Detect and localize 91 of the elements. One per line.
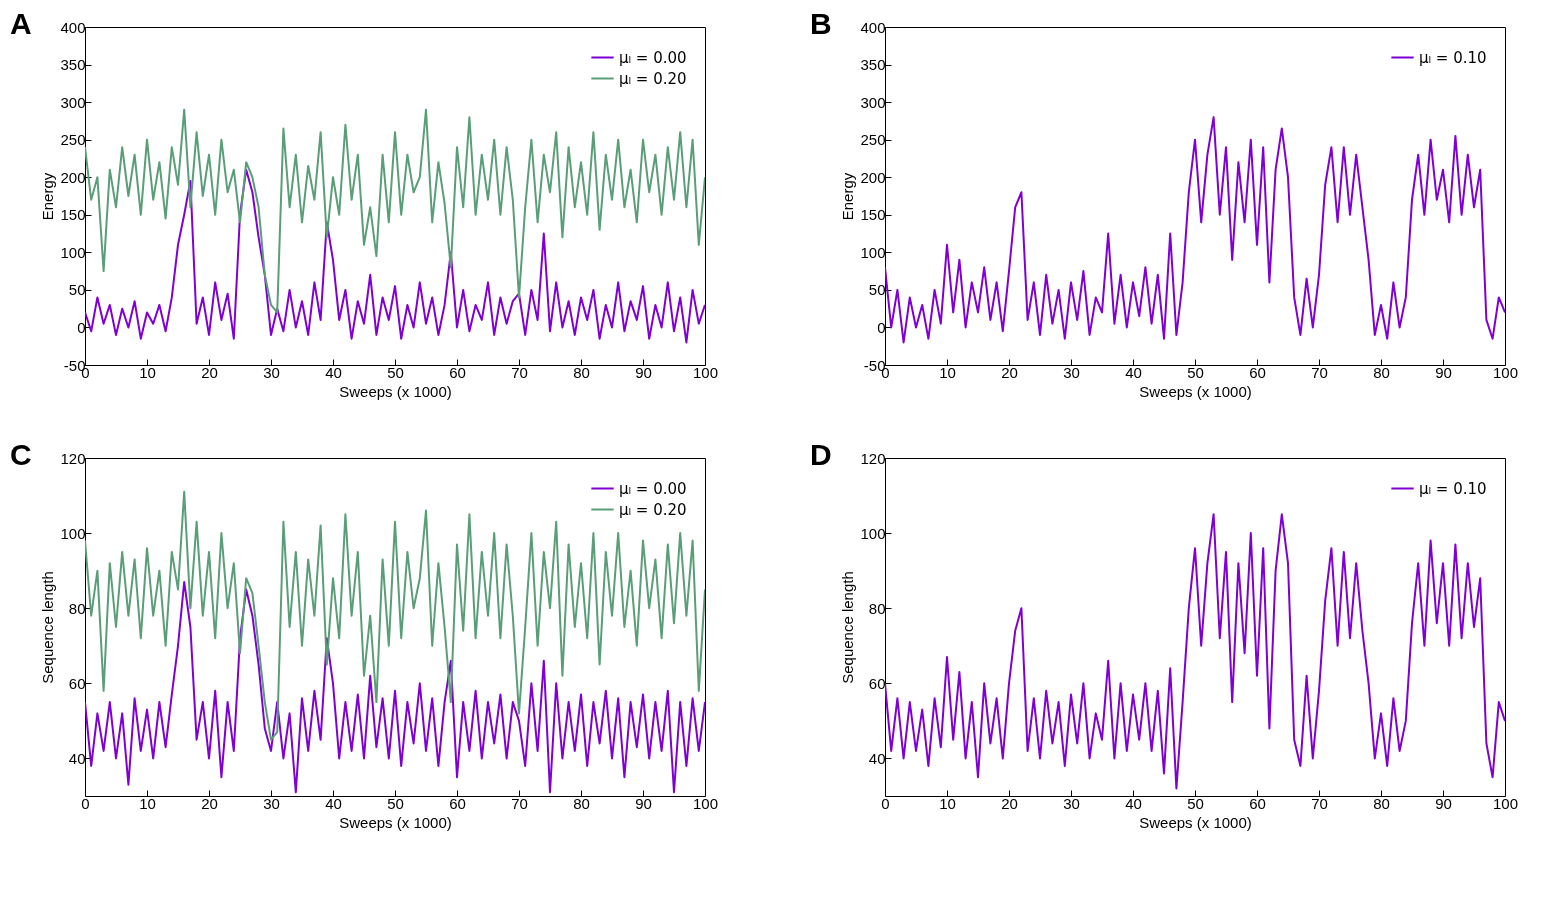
y-tick-label: 120 [860,449,886,467]
y-tick-label: 40 [868,749,886,767]
x-tick-label: 50 [387,363,404,381]
x-tick-label: 80 [573,363,590,381]
y-tick-label: 0 [877,318,886,336]
y-tick-label: 100 [860,524,886,542]
x-tick-label: 20 [1001,363,1018,381]
chart-title: A [10,7,32,40]
y-tick-label: 350 [860,56,886,74]
y-axis-title: Energy [839,172,857,221]
x-tick-label: 30 [263,794,280,812]
y-tick-label: 250 [860,131,886,149]
line-series [85,580,705,794]
line-series [885,513,1505,790]
x-tick-label: 70 [1311,363,1328,381]
x-tick-label: 10 [139,794,156,812]
x-axis-title: Sweeps (x 1000) [339,382,452,400]
y-tick-label: 100 [60,524,86,542]
y-tick-label: 40 [68,749,86,767]
x-tick-label: 80 [573,794,590,812]
x-tick-label: 80 [1373,363,1390,381]
y-tick-label: 250 [60,131,86,149]
y-tick-label: 60 [68,674,86,692]
x-tick-label: 40 [325,794,342,812]
y-tick-label: 100 [860,243,886,261]
y-tick-label: 400 [60,18,86,36]
chart-title: D [810,438,832,471]
x-tick-label: 40 [325,363,342,381]
chart-title: B [810,7,832,40]
y-tick-label: 60 [868,674,886,692]
legend-label: μₗ = 0.00 [619,479,687,498]
x-tick-label: 10 [939,363,956,381]
x-tick-label: 80 [1373,794,1390,812]
y-tick-label: 400 [860,18,886,36]
line-series [85,168,705,344]
x-tick-label: 10 [139,363,156,381]
x-tick-label: 10 [939,794,956,812]
x-axis-title: Sweeps (x 1000) [339,813,452,831]
x-tick-label: 50 [1187,363,1204,381]
x-tick-label: 90 [635,363,652,381]
y-tick-label: 150 [60,206,86,224]
x-tick-label: 20 [201,794,218,812]
x-tick-label: 50 [1187,794,1204,812]
y-axis-title: Sequence length [39,571,57,684]
y-tick-label: 0 [77,318,86,336]
y-axis-title: Sequence length [839,571,857,684]
line-series [885,116,1505,344]
y-tick-label: 80 [868,599,886,617]
legend-label: μₗ = 0.20 [619,500,687,519]
x-tick-label: 70 [1311,794,1328,812]
x-tick-label: 70 [511,794,528,812]
line-series [85,108,705,314]
x-tick-label: 30 [1063,794,1080,812]
x-tick-label: 90 [1435,363,1452,381]
x-tick-label: 20 [1001,794,1018,812]
x-tick-label: 20 [201,363,218,381]
x-tick-label: 40 [1125,363,1142,381]
x-tick-label: 100 [1492,794,1519,812]
x-tick-label: 90 [1435,794,1452,812]
x-tick-label: 90 [635,794,652,812]
y-axis-title: Energy [39,172,57,221]
x-tick-label: 60 [449,794,466,812]
y-tick-label: 350 [60,56,86,74]
x-tick-label: 60 [1249,363,1266,381]
x-tick-label: 40 [1125,794,1142,812]
y-tick-label: 150 [860,206,886,224]
y-tick-label: 50 [868,281,886,299]
y-tick-label: 300 [60,93,86,111]
y-tick-label: 100 [60,243,86,261]
y-tick-label: 200 [60,168,86,186]
x-tick-label: 60 [1249,794,1266,812]
x-tick-label: 30 [263,363,280,381]
x-tick-label: 70 [511,363,528,381]
chart-title: C [10,438,32,471]
x-tick-label: 60 [449,363,466,381]
x-tick-label: 100 [692,794,719,812]
x-tick-label: 30 [1063,363,1080,381]
legend-label: μₗ = 0.10 [1419,48,1487,67]
y-tick-label: 300 [860,93,886,111]
x-axis-title: Sweeps (x 1000) [1139,382,1252,400]
y-tick-label: 120 [60,449,86,467]
legend-label: μₗ = 0.00 [619,48,687,67]
y-tick-label: 80 [68,599,86,617]
legend-label: μₗ = 0.10 [1419,479,1487,498]
x-tick-label: 50 [387,794,404,812]
x-tick-label: 100 [1492,363,1519,381]
y-tick-label: 200 [860,168,886,186]
x-tick-label: 100 [692,363,719,381]
x-axis-title: Sweeps (x 1000) [1139,813,1252,831]
y-tick-label: 50 [68,281,86,299]
legend-label: μₗ = 0.20 [619,69,687,88]
